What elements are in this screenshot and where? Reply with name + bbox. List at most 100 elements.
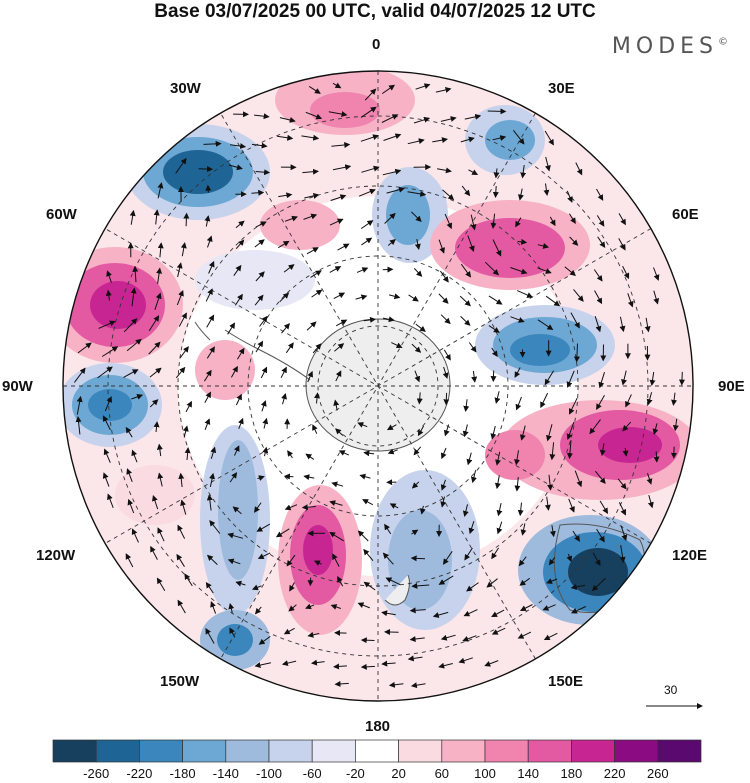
wind-arrow <box>154 292 162 310</box>
wind-arrow <box>229 472 238 483</box>
wind-arrow <box>363 316 376 323</box>
wind-arrow <box>257 552 271 559</box>
wind-arrow <box>432 611 449 618</box>
wind-arrow <box>228 164 243 171</box>
wind-arrow <box>443 392 450 406</box>
wind-arrow <box>411 343 422 353</box>
wind-arrow <box>251 142 268 149</box>
wind-arrow <box>102 415 111 431</box>
wind-arrow <box>566 370 575 388</box>
wind-arrow <box>157 527 165 542</box>
wind-arrow <box>256 523 271 532</box>
wind-arrow <box>672 418 679 432</box>
wind-arrow <box>332 82 342 89</box>
wind-arrow <box>185 400 192 413</box>
lon-label-180: 180 <box>365 718 391 735</box>
wind-arrow <box>177 599 186 614</box>
wind-arrow <box>259 315 268 327</box>
wind-arrow <box>283 627 295 635</box>
wind-arrow <box>484 660 499 667</box>
wind-arrow <box>568 397 578 415</box>
wind-arrow <box>153 209 160 225</box>
wind-arrow <box>408 294 419 302</box>
wind-arrow <box>360 134 379 142</box>
wind-arrow <box>566 190 573 203</box>
wind-arrow <box>307 370 313 383</box>
wind-arrow <box>278 240 290 249</box>
wind-arrow <box>304 192 320 199</box>
wind-arrow <box>384 212 396 224</box>
wind-arrow <box>545 295 561 307</box>
wind-arrow <box>362 499 374 506</box>
wind-arrow <box>331 481 344 488</box>
wind-arrow <box>438 575 454 585</box>
modes-logo: MODES© <box>611 34 728 59</box>
wind-arrow <box>106 270 112 283</box>
map-boundary <box>62 70 694 702</box>
wind-arrow <box>180 499 187 515</box>
colorbar-swatch <box>268 739 313 763</box>
wind-arrow <box>203 140 222 147</box>
wind-arrow <box>462 635 477 642</box>
wind-arrow <box>206 494 213 511</box>
wind-arrow <box>460 136 475 143</box>
wind-arrow <box>387 238 396 246</box>
wind-arrow <box>596 215 605 227</box>
wind-arrow <box>278 192 293 199</box>
wind-arrow <box>235 239 245 250</box>
wind-arrow <box>130 287 137 307</box>
wind-arrow <box>157 242 164 258</box>
wind-arrow <box>76 395 83 415</box>
colorbar-swatch <box>441 739 486 763</box>
colorbar-swatch <box>355 739 399 763</box>
anomaly-field <box>63 71 693 701</box>
wind-arrow <box>570 583 586 590</box>
wind-arrow <box>622 265 630 280</box>
colorbar-swatch <box>398 739 443 763</box>
wind-arrow <box>411 481 420 489</box>
wind-arrow <box>210 601 217 614</box>
wind-arrow <box>463 609 478 617</box>
wind-arrow <box>442 551 453 565</box>
wind-arrow <box>647 494 654 509</box>
wind-arrow <box>206 346 215 359</box>
colorbar-tick-label: 100 <box>474 766 496 781</box>
wind-arrow <box>678 371 685 386</box>
wind-arrow <box>255 340 264 353</box>
wind-arrow <box>596 528 605 543</box>
colorbar-tick-label: -60 <box>302 766 322 781</box>
wind-arrow <box>279 292 290 303</box>
lon-label-30e: 30E <box>548 80 575 97</box>
wind-arrow <box>617 478 627 490</box>
wind-arrow <box>125 553 134 568</box>
wind-arrow <box>178 472 185 488</box>
wind-arrow <box>467 235 475 252</box>
colorbar-tick-label: 20 <box>391 766 406 781</box>
wind-arrow <box>227 322 236 335</box>
wind-arrow <box>337 243 350 251</box>
wind-arrow <box>305 453 315 460</box>
wind-arrow <box>484 261 500 276</box>
anomaly-pink-6 <box>260 200 340 250</box>
wind-arrow <box>329 531 344 542</box>
wind-arrow <box>105 289 112 301</box>
wind-arrow <box>598 372 605 389</box>
wind-arrow <box>594 290 603 305</box>
colorbar-tick-label: 60 <box>434 766 450 781</box>
wind-arrow <box>566 440 573 460</box>
wind-arrow <box>123 369 139 378</box>
colorbar-swatch <box>311 739 356 763</box>
wind-arrow <box>569 236 579 246</box>
wind-arrow <box>461 185 471 197</box>
wind-arrow <box>568 213 576 224</box>
wind-arrow <box>573 289 584 302</box>
wind-arrow <box>277 134 294 141</box>
wind-arrow <box>544 130 554 146</box>
wind-arrow <box>410 555 426 562</box>
colorbar-tick-label: -220 <box>126 766 153 781</box>
wind-arrow <box>459 295 471 307</box>
wind-arrow <box>254 606 262 615</box>
lon-label-150e: 150E <box>548 673 584 690</box>
wind-arrow <box>311 659 325 666</box>
